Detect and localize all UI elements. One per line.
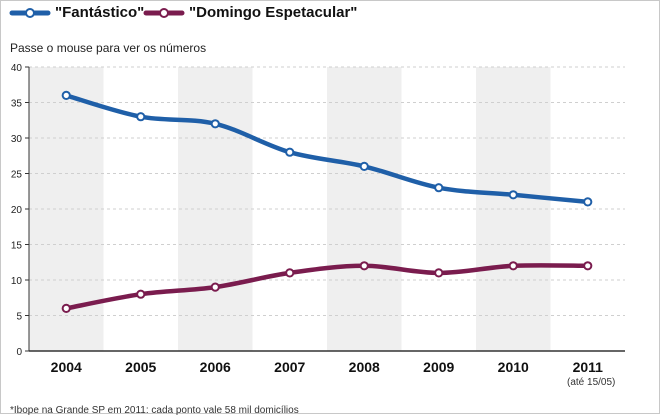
x-tick-label: 2005 <box>125 359 156 375</box>
x-tick-label: 2009 <box>423 359 454 375</box>
series-fantastico: "Fantástico" 2004: 36 "Fantástico" 2005: … <box>61 90 593 207</box>
chart-band <box>476 67 551 351</box>
data-point-fantastico[interactable]: "Fantástico" 2006: 32 <box>210 119 220 129</box>
hover-hint: Passe o mouse para ver os números <box>10 41 207 55</box>
legend-swatch-fantastico-icon <box>9 8 51 18</box>
legend-swatch-domingo-icon <box>143 8 185 18</box>
x-axis-ticks: 2004 2005 2006 2007 2008 2009 2010 2011 <box>51 359 603 375</box>
series-line-fantastico <box>64 93 590 205</box>
x-tick-label: 2010 <box>498 359 529 375</box>
data-point-domingo[interactable]: "Domingo Espetacular" 2009: 11 <box>434 268 444 278</box>
data-point-fantastico[interactable]: "Fantástico" 2005: 33 <box>136 112 146 122</box>
y-axis-ticks: 0 5 10 15 20 25 30 35 40 <box>11 63 29 358</box>
x-tick-label: 2007 <box>274 359 305 375</box>
data-point-fantastico[interactable]: "Fantástico" 2004: 36 <box>61 90 71 101</box>
data-point-domingo[interactable]: "Domingo Espetacular" 2011: 12 <box>583 261 593 271</box>
x-tick-label: 2004 <box>51 359 82 375</box>
y-tick-label: 40 <box>11 63 23 74</box>
series-domingo: "Domingo Espetacular" 2004: 6 "Domingo Es… <box>61 261 593 313</box>
data-point-fantastico[interactable]: "Fantástico" 2008: 26 <box>359 161 369 171</box>
legend-label-fantastico: "Fantástico" <box>55 4 145 21</box>
legend-label-domingo: "Domingo Espetacular" <box>189 4 358 21</box>
data-point-domingo[interactable]: "Domingo Espetacular" 2005: 8 <box>136 289 146 299</box>
y-tick-label: 5 <box>16 312 22 323</box>
y-tick-label: 35 <box>11 99 23 110</box>
data-point-fantastico[interactable]: "Fantástico" 2011: 21 <box>583 197 593 207</box>
year-note: (até 15/05) <box>567 377 616 388</box>
data-point-domingo[interactable]: "Domingo Espetacular" 2008: 12 <box>359 261 369 271</box>
chart-series: "Fantástico" 2004: 36 "Fantástico" 2005: … <box>61 90 593 313</box>
series-line-domingo <box>64 263 590 311</box>
data-point-domingo[interactable]: "Domingo Espetacular" 2006: 9 <box>210 282 220 292</box>
y-tick-label: 30 <box>11 134 23 145</box>
x-tick-label: 2008 <box>349 359 380 375</box>
data-point-domingo[interactable]: "Domingo Espetacular" 2004: 6 <box>61 303 71 313</box>
y-tick-label: 15 <box>11 241 23 252</box>
y-tick-label: 10 <box>11 276 23 287</box>
x-tick-label: 2011 <box>573 359 604 375</box>
data-point-domingo[interactable]: "Domingo Espetacular" 2010: 12 <box>508 261 518 271</box>
y-tick-label: 20 <box>11 205 23 216</box>
footnote: *Ibope na Grande SP em 2011: cada ponto … <box>10 405 299 416</box>
data-point-fantastico[interactable]: "Fantástico" 2007: 28 <box>285 147 295 157</box>
data-point-fantastico[interactable]: "Fantástico" 2010: 22 <box>508 190 518 200</box>
x-tick-label: 2006 <box>200 359 231 375</box>
y-tick-label: 0 <box>16 347 22 358</box>
data-point-domingo[interactable]: "Domingo Espetacular" 2007: 11 <box>285 268 295 278</box>
data-point-fantastico[interactable]: "Fantástico" 2009: 23 <box>434 183 444 193</box>
y-tick-label: 25 <box>11 170 23 181</box>
